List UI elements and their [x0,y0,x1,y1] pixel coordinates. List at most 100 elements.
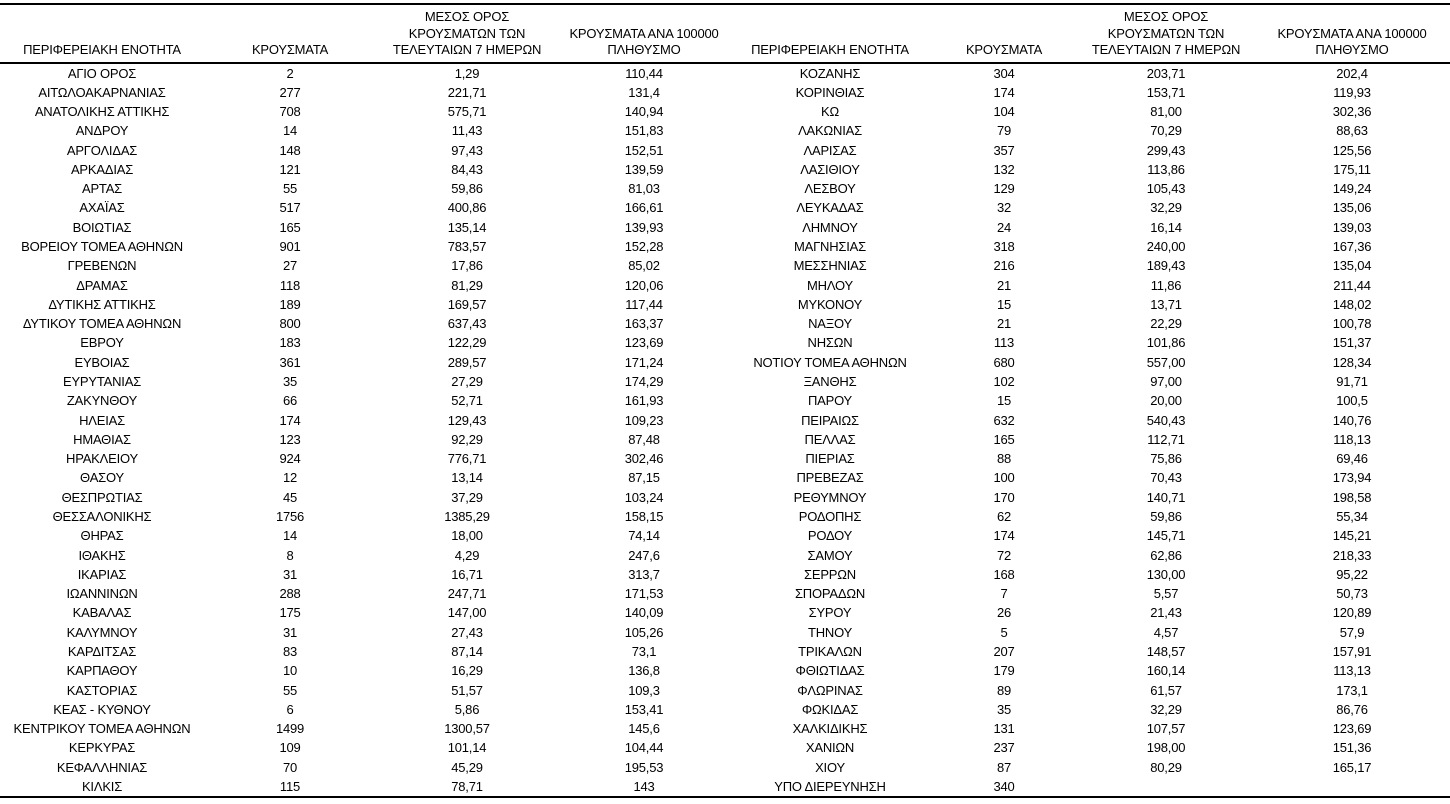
region-cell: ΚΙΛΚΙΣ [81,778,123,794]
cases-cell: 357 [993,142,1015,158]
cases-cell: 70 [282,759,298,775]
per100k-cell: 139,59 [624,161,664,177]
cases-cell: 168 [993,566,1015,582]
cases-cell: 183 [279,335,301,351]
table-row: ΘΑΣΟΥ 12 13,14 87,15 ΠΡΕΒΕΖΑΣ 100 70,43 173,94 [0,468,1450,487]
per100k-cell: 104,44 [624,740,664,756]
avg7-cell: 153,71 [1146,84,1186,100]
per100k-cell: 151,36 [1332,740,1372,756]
region-cell: ΣΠΟΡΑΔΩΝ [794,586,866,602]
col-header-per100k-right: ΚΡΟΥΣΜΑΤΑ ΑΝΑ 100000 ΠΛΗΘΥΣΜΟ [1254,4,1450,64]
per100k-cell: 158,15 [624,508,664,524]
avg7-cell: 45,29 [451,759,483,775]
cases-cell: 1499 [275,721,305,737]
region-cell: ΚΟΖΑΝΗΣ [799,65,861,81]
avg7-cell: 27,43 [451,624,483,640]
region-cell: ΑΡΓΟΛΙΔΑΣ [66,142,138,158]
cases-cell: 45 [282,489,298,505]
avg7-cell: 189,43 [1146,258,1186,274]
avg7-cell: 299,43 [1146,142,1186,158]
avg7-cell: 80,29 [1150,759,1182,775]
avg7-cell: 221,71 [447,84,487,100]
per100k-cell: 81,03 [628,181,660,197]
per100k-cell: 151,37 [1332,335,1372,351]
per100k-cell: 161,93 [624,393,664,409]
region-cell: ΕΥΒΟΙΑΣ [74,354,130,370]
col-header-cases-right: ΚΡΟΥΣΜΑΤΑ [930,4,1078,64]
table-row: ΚΑΒΑΛΑΣ 175 147,00 140,09 ΣΥΡΟΥ 26 21,43 120,89 [0,603,1450,622]
avg7-cell: 5,86 [454,701,480,717]
avg7-cell: 16,14 [1150,219,1182,235]
avg7-cell: 11,43 [451,123,483,139]
table-row: ΑΡΚΑΔΙΑΣ 121 84,43 139,59 ΛΑΣΙΘΙΟΥ 132 113,86 1… [0,160,1450,179]
region-cell: ΙΘΑΚΗΣ [78,547,126,563]
region-cell: ΛΕΥΚΑΔΑΣ [796,200,864,216]
cases-cell: 115 [279,778,301,794]
avg7-cell: 637,43 [447,316,487,332]
region-cell: ΚΑΣΤΟΡΙΑΣ [66,682,138,698]
per100k-cell: 135,06 [1332,200,1372,216]
cases-cell: 79 [996,123,1012,139]
region-cell: ΝΑΞΟΥ [808,316,852,332]
per100k-cell: 166,61 [624,200,664,216]
region-cell: ΓΡΕΒΕΝΩΝ [67,258,137,274]
region-cell: ΕΒΡΟΥ [80,335,124,351]
region-cell: ΛΗΜΝΟΥ [802,219,858,235]
per100k-cell: 119,93 [1333,84,1371,100]
per100k-cell: 100,78 [1332,316,1372,332]
avg7-cell: 540,43 [1146,412,1186,428]
col-header-cases-left: ΚΡΟΥΣΜΑΤΑ [204,4,376,64]
cases-cell: 340 [993,778,1015,794]
avg7-cell: 4,57 [1153,624,1179,640]
per100k-cell: 202,4 [1336,65,1368,81]
cases-cell: 62 [996,508,1012,524]
per100k-cell: 85,02 [628,258,660,274]
avg7-cell: 59,86 [451,181,483,197]
region-cell: ΖΑΚΥΝΘΟΥ [66,393,138,409]
cases-cell: 6 [286,701,294,717]
cases-cell: 24 [996,219,1012,235]
region-cell: ΦΛΩΡΙΝΑΣ [797,682,863,698]
per100k-cell: 302,46 [624,451,664,467]
per100k-cell: 88,63 [1336,123,1368,139]
cases-cell: 924 [279,451,301,467]
region-cell: ΑΓΙΟ ΟΡΟΣ [67,65,137,81]
table-row: ΑΙΤΩΛΟΑΚΑΡΝΑΝΙΑΣ 277 221,71 131,4 ΚΟΡΙΝΘΙΑΣ 1… [0,83,1450,102]
per100k-cell: 118,13 [1333,431,1371,447]
region-cell: ΔΥΤΙΚΗΣ ΑΤΤΙΚΗΣ [48,296,156,312]
cases-cell: 304 [993,65,1015,81]
cases-cell: 901 [279,239,301,255]
per100k-cell: 173,94 [1332,470,1372,486]
cases-cell: 27 [282,258,298,274]
region-cell: ΚΕΦΑΛΛΗΝΙΑΣ [56,759,148,775]
table-row: ΚΑΛΥΜΝΟΥ 31 27,43 105,26 ΤΗΝΟΥ 5 4,57 57,9 [0,623,1450,642]
per100k-cell: 211,44 [1333,277,1371,293]
avg7-cell: 84,43 [451,161,483,177]
region-cell: ΑΡΤΑΣ [81,181,123,197]
cases-cell: 121 [279,161,301,177]
table-row: ΔΡΑΜΑΣ 118 81,29 120,06 ΜΗΛΟΥ 21 11,86 211,44 [0,276,1450,295]
cases-cell: 118 [279,277,301,293]
avg7-cell: 1,29 [454,65,480,81]
region-cell: ΚΩ [821,104,839,120]
col-header-per100k-line2: ΠΛΗΘΥΣΜΟ [607,42,681,57]
per100k-cell: 69,46 [1336,451,1368,467]
table-row: ΔΥΤΙΚΟΥ ΤΟΜΕΑ ΑΘΗΝΩΝ 800 637,43 163,37 ΝΑΞΟΥ… [0,314,1450,333]
col-header-avg7-line2: ΚΡΟΥΣΜΑΤΩΝ ΤΩΝ [1107,25,1225,41]
cases-cell: 15 [996,296,1012,312]
region-cell: ΚΑΛΥΜΝΟΥ [66,624,138,640]
per100k-cell: 87,48 [628,431,660,447]
region-cell: ΜΗΛΟΥ [807,277,853,293]
region-cell: ΠΡΕΒΕΖΑΣ [796,470,864,486]
region-cell: ΞΑΝΘΗΣ [803,374,857,389]
region-cell: ΧΑΝΙΩΝ [805,740,855,756]
avg7-cell: 107,57 [1146,721,1186,737]
avg7-cell: 20,00 [1150,393,1182,409]
cases-cell: 277 [279,84,301,100]
table-row: ΓΡΕΒΕΝΩΝ 27 17,86 85,02 ΜΕΣΣΗΝΙΑΣ 216 189,43 13… [0,256,1450,275]
col-header-per100k-line2: ΠΛΗΘΥΣΜΟ [1315,42,1389,57]
cases-cell: 680 [993,354,1015,370]
cases-cell: 72 [996,547,1012,563]
avg7-cell: 169,57 [447,296,487,312]
